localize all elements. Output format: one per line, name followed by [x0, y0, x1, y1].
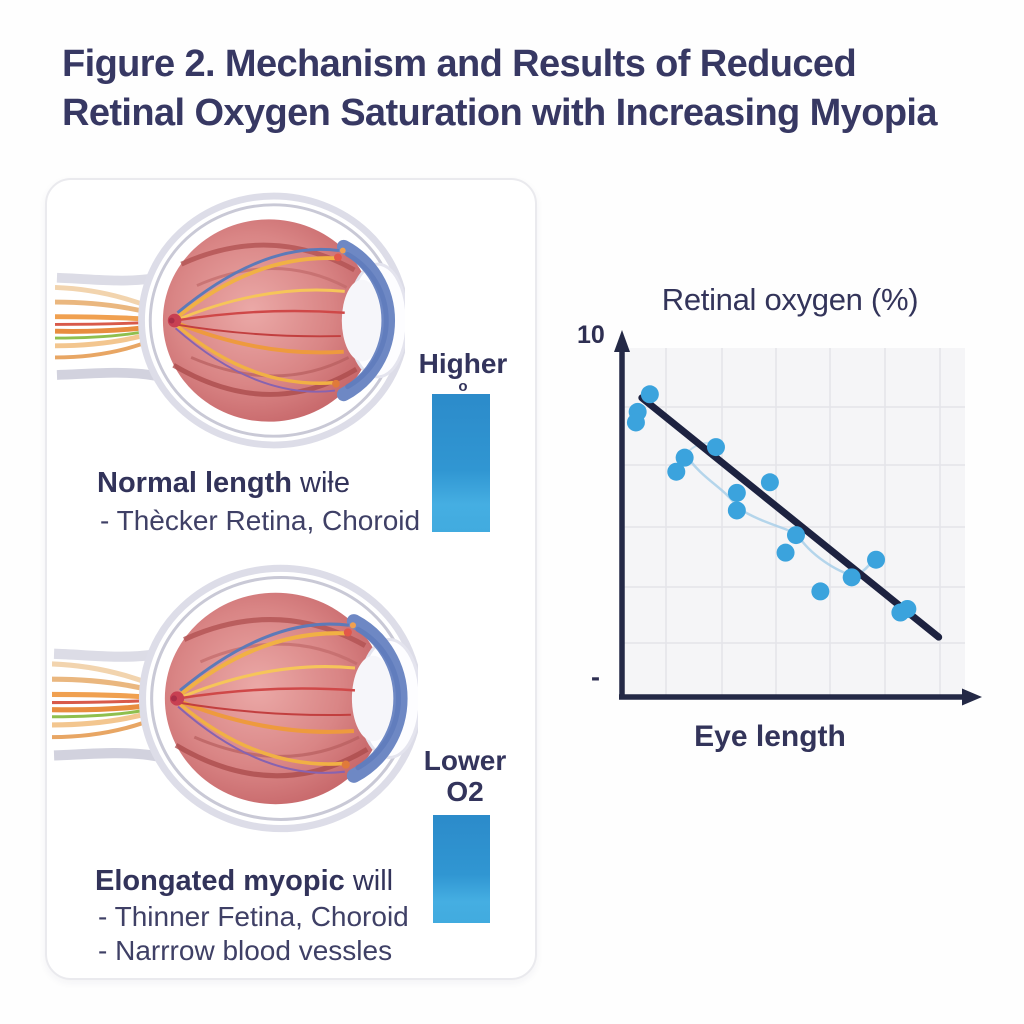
y-axis-top-tick: 10 — [577, 321, 605, 349]
grid-lines — [622, 348, 965, 697]
myopic-eye-heading-rest: will — [344, 865, 394, 897]
data-point — [667, 462, 686, 481]
normal-eye-bullet: - Thècker Retina, Choroid — [100, 505, 421, 536]
myopic-eye-bullet-2: - Narrrow blood vessles — [98, 935, 393, 966]
lower-o2-label-line2: O2 — [446, 776, 484, 807]
lower-o2-bar — [433, 815, 490, 923]
higher-o2-bar — [432, 394, 490, 532]
data-point — [640, 385, 659, 404]
y-axis-dash-tick: - — [591, 662, 600, 692]
normal-eye-illustration — [55, 190, 405, 453]
y-axis-arrow-icon — [614, 330, 630, 352]
chart-title: Retinal oxygen (%) — [661, 282, 919, 317]
data-point — [842, 568, 861, 587]
scatter-points — [626, 385, 917, 622]
lower-o2-label-line1: Lower — [423, 745, 507, 776]
data-point — [760, 473, 779, 492]
higher-o2-sublabel: o — [458, 378, 468, 395]
higher-o2-label: Higher — [418, 348, 508, 379]
data-point — [727, 501, 746, 520]
data-point — [787, 526, 805, 545]
figure-title-line2: Retinal Oxygen Saturation with Increasin… — [62, 92, 938, 134]
normal-eye-heading: Normal length wiƚe — [97, 467, 350, 500]
data-point — [867, 550, 886, 569]
trend-line — [638, 394, 943, 641]
data-point — [891, 603, 910, 622]
data-point — [811, 582, 830, 601]
x-axis-arrow-icon — [962, 688, 982, 706]
data-point — [626, 413, 645, 432]
normal-eye-heading-bold: Normal length — [97, 467, 292, 499]
myopic-eye-bullet-1: - Thinner Fetina, Choroid — [98, 901, 409, 932]
x-axis-label: Eye length — [694, 720, 846, 753]
myopic-eye-heading: Elongated myopic will — [95, 865, 393, 898]
myopic-eye-heading-bold: Elongated myopic — [95, 865, 345, 897]
scatter-chart: Retinal oxygen (%) 10 - Eye length — [575, 260, 1005, 760]
data-point — [776, 543, 795, 562]
figure-title: Figure 2. Mechanism and Results of Reduc… — [62, 40, 1012, 138]
myopic-eye-illustration — [52, 562, 418, 837]
figure-title-line1: Figure 2. Mechanism and Results of Reduc… — [62, 43, 857, 85]
data-point — [675, 448, 694, 467]
data-point — [727, 483, 746, 502]
normal-eye-heading-rest: wiƚe — [291, 467, 350, 499]
scatter-plot-svg — [614, 330, 982, 706]
data-point — [706, 438, 725, 457]
